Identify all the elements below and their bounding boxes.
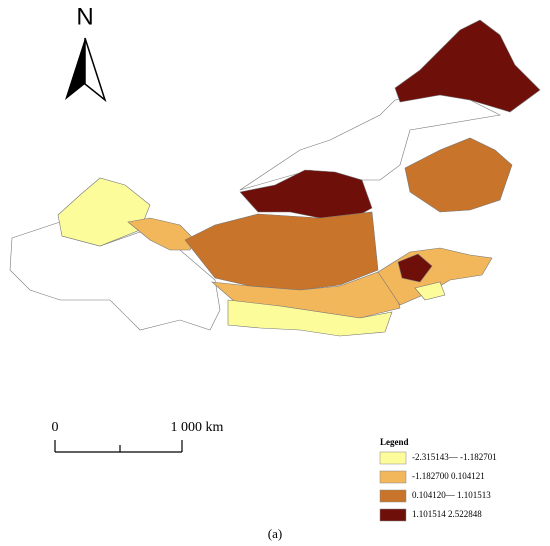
legend-label: -1.182700 0.104121 bbox=[412, 471, 485, 481]
legend-swatch bbox=[379, 470, 407, 484]
region bbox=[239, 94, 501, 191]
region bbox=[397, 253, 433, 283]
region bbox=[57, 177, 151, 247]
map bbox=[9, 19, 541, 337]
legend-swatch bbox=[379, 451, 407, 465]
legend-label: 0.104120— 1.101513 bbox=[412, 490, 491, 500]
scale-bar bbox=[54, 440, 183, 453]
north-arrow-left bbox=[65, 38, 85, 100]
legend-label: -2.315143— -1.182701 bbox=[412, 452, 497, 462]
legend: -2.315143— -1.182701 -1.182700 0.104121 0.… bbox=[379, 451, 497, 522]
region bbox=[239, 169, 373, 221]
scale-end: 1 000 km bbox=[171, 420, 224, 435]
region bbox=[227, 299, 393, 337]
region bbox=[404, 137, 513, 213]
north-arrow-right bbox=[84, 37, 107, 103]
region bbox=[394, 19, 541, 113]
north-label: N bbox=[76, 3, 93, 30]
legend-swatch bbox=[379, 489, 407, 503]
legend-title: Legend bbox=[380, 437, 409, 447]
legend-swatch bbox=[379, 508, 407, 522]
scale-start: 0 bbox=[52, 420, 59, 435]
legend-label: 1.101514 2.522848 bbox=[412, 509, 482, 519]
region bbox=[414, 281, 446, 301]
caption: (a) bbox=[268, 526, 282, 541]
region bbox=[184, 211, 379, 291]
